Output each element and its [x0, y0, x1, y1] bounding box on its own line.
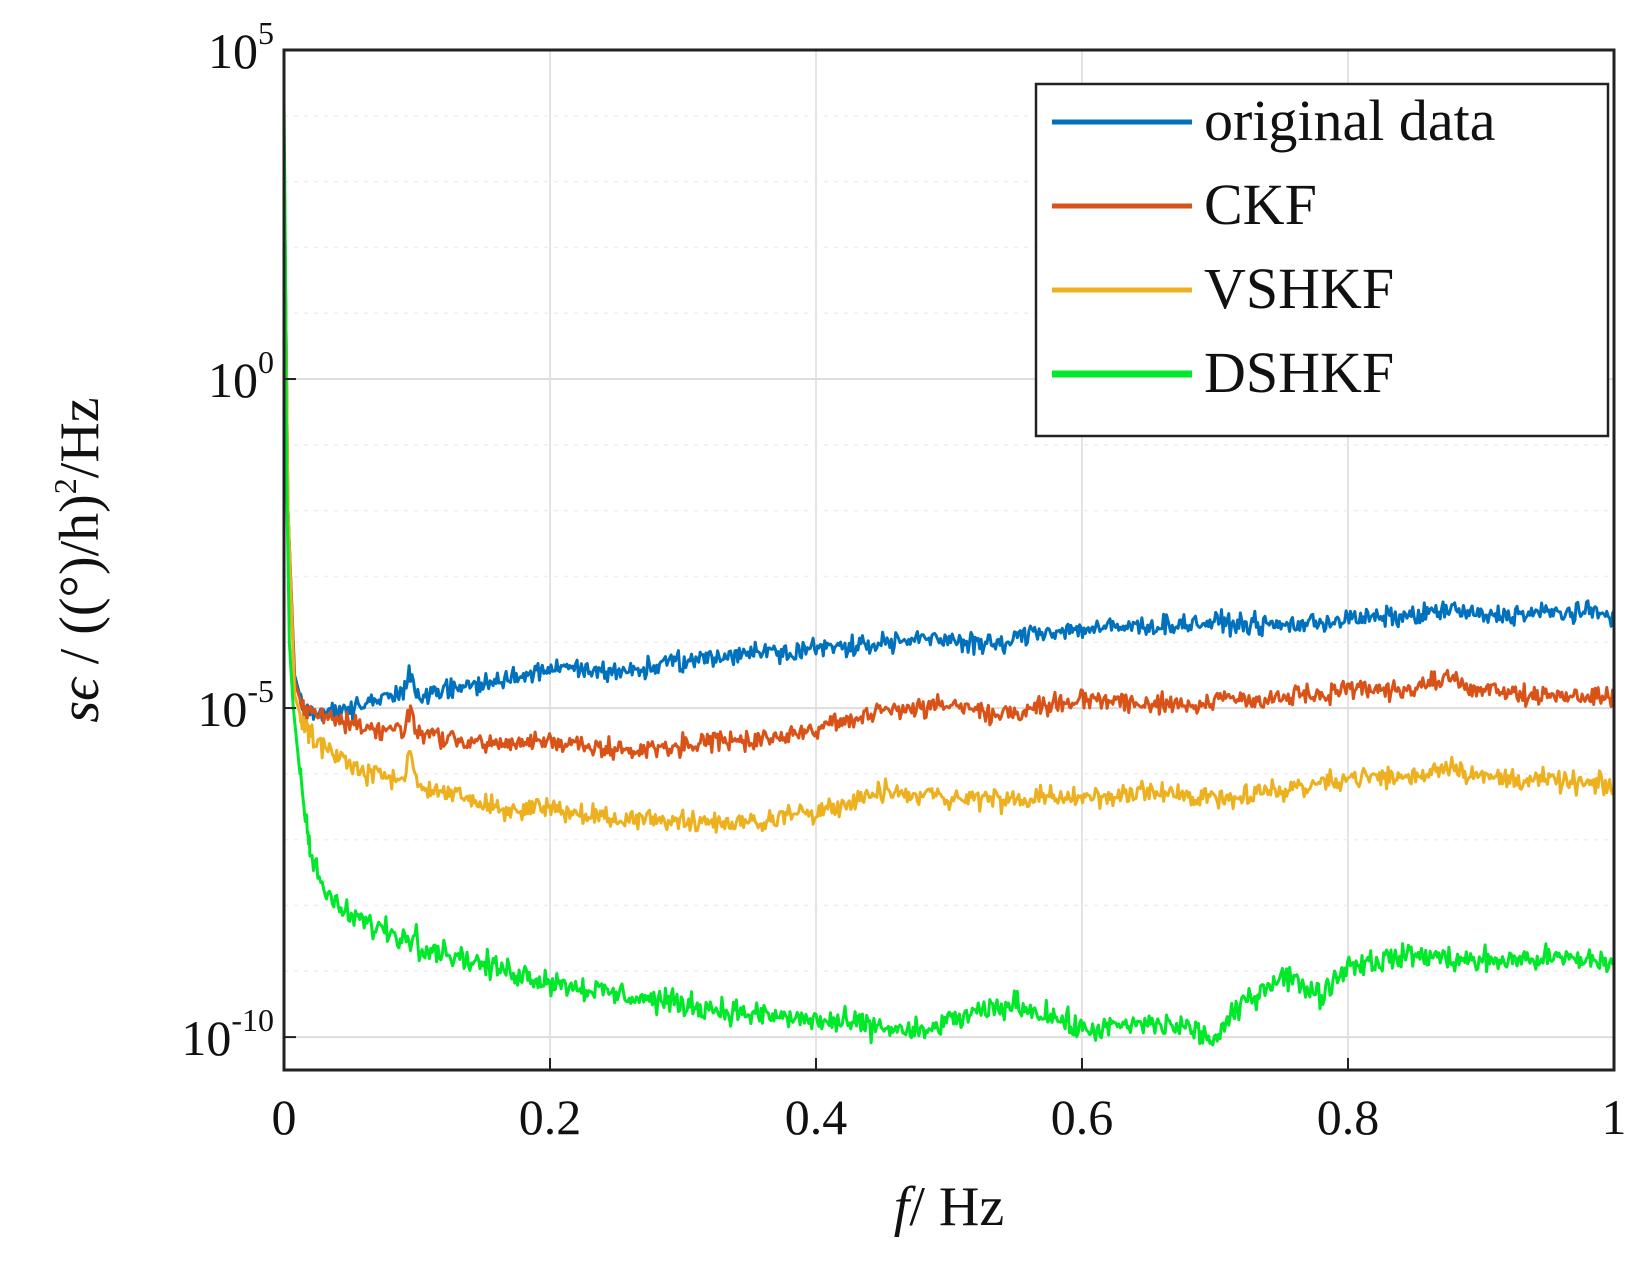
legend-label-2: VSHKF	[1204, 256, 1394, 321]
y-tick-label-2: 10-5	[197, 673, 274, 737]
series-lines	[282, 102, 1616, 1047]
y-axis-title-italic: sϵ	[49, 676, 111, 723]
y-tick-base-3: 10	[181, 1010, 231, 1066]
y-axis-title: sϵ / ((°)/h)2/Hz	[47, 397, 111, 722]
legend: original data CKF VSHKF DSHKF	[1034, 82, 1610, 438]
x-tick-label-1: 0.2	[519, 1089, 582, 1145]
y-tick-label-1: 100	[208, 344, 274, 408]
y-axis-title-rest: / ((°)/h)	[49, 494, 111, 678]
x-tick-label-2: 0.4	[785, 1089, 848, 1145]
x-axis-title: f/ Hz	[894, 1176, 1004, 1238]
legend-label-3: DSHKF	[1204, 340, 1394, 405]
x-tick-label-5: 1	[1602, 1089, 1627, 1145]
x-tick-label-3: 0.6	[1051, 1089, 1114, 1145]
x-tick-label-0: 0	[272, 1089, 297, 1145]
legend-label-1: CKF	[1204, 172, 1317, 237]
series-line-original-data	[282, 148, 1616, 722]
x-axis-title-rest: / Hz	[909, 1176, 1004, 1238]
y-tick-base-2: 10	[197, 681, 247, 737]
y-tick-base-0: 10	[208, 23, 258, 79]
y-tick-label-0: 105	[208, 15, 274, 79]
x-axis-ticks: 0 0.2 0.4 0.6 0.8 1	[272, 1058, 1627, 1145]
legend-entries: original data CKF VSHKF DSHKF	[1052, 88, 1496, 405]
y-tick-base-1: 10	[208, 352, 258, 408]
y-axis-title-tail: /Hz	[49, 397, 111, 478]
y-tick-exponent-1: 0	[258, 344, 274, 380]
y-tick-exponent-2: -5	[247, 673, 274, 709]
y-tick-label-3: 10-10	[181, 1002, 274, 1066]
x-tick-label-4: 0.8	[1317, 1089, 1380, 1145]
plot-frame	[282, 48, 1616, 1072]
legend-label-0: original data	[1204, 88, 1496, 153]
y-tick-exponent-0: 5	[258, 15, 274, 51]
y-tick-exponent-3: -10	[231, 1002, 274, 1038]
y-axis-title-sup: 2	[47, 478, 83, 494]
series-line-vshkf	[282, 148, 1616, 834]
series-line-dshkf	[282, 102, 1616, 1047]
series-line-ckf	[282, 148, 1616, 761]
